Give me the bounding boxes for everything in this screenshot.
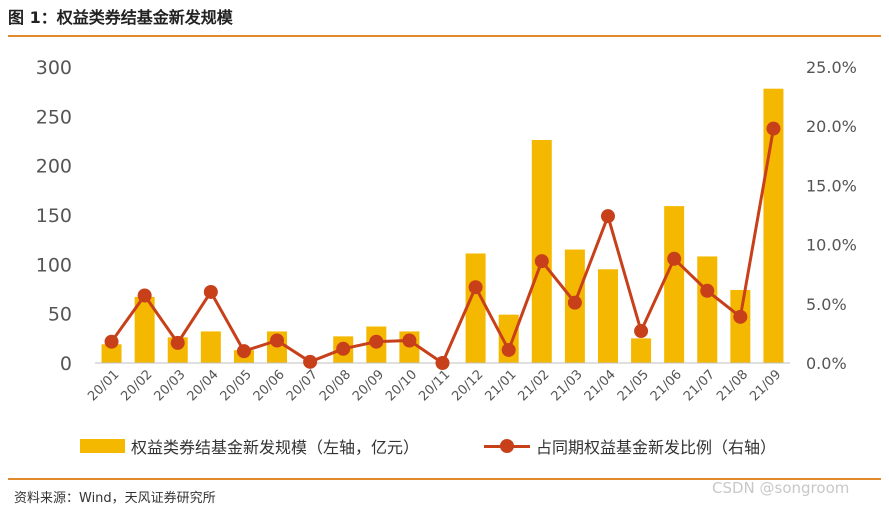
line-point <box>137 288 152 303</box>
legend-item-line: 占同期权益基金新发比例（右轴） <box>484 434 776 458</box>
x-axis-tick-label: 20/02 <box>118 367 155 404</box>
x-axis-tick-label: 20/12 <box>449 367 486 404</box>
line-point <box>733 309 748 324</box>
x-axis-tick-label: 21/08 <box>714 367 751 404</box>
line-point <box>534 254 549 269</box>
line-point <box>667 251 682 266</box>
bar <box>531 140 552 363</box>
line-point <box>700 283 715 298</box>
x-axis-tick-label: 20/09 <box>350 367 387 404</box>
x-axis-tick-label: 20/10 <box>383 367 420 404</box>
chart-plot: 0 50 100 150 200 250 300 0.0% 5.0% 10.0% 15.0% 20.0… <box>36 57 857 404</box>
bar <box>697 256 718 363</box>
x-axis-tick-label: 20/07 <box>284 367 321 404</box>
right-axis-tick-label: 0.0% <box>806 354 847 373</box>
left-axis-tick-label: 0 <box>60 353 72 375</box>
x-axis-tick-label: 20/05 <box>218 367 255 404</box>
line-point <box>369 334 384 349</box>
x-axis-tick-label: 20/03 <box>151 367 188 404</box>
line-point <box>303 354 318 369</box>
x-axis-tick-label: 21/02 <box>516 367 553 404</box>
legend-bar-swatch <box>80 439 125 453</box>
left-axis-tick-label: 50 <box>48 304 72 326</box>
line-point <box>236 344 251 359</box>
source-note: 资料来源：Wind，天风证券研究所 <box>14 491 216 506</box>
left-axis-tick-label: 150 <box>36 205 72 227</box>
x-axis-tick-label: 20/06 <box>251 367 288 404</box>
x-axis-tick-label: 21/03 <box>549 367 586 404</box>
x-axis-tick-label: 20/11 <box>416 367 453 404</box>
line-point <box>336 341 351 356</box>
left-axis-tick-label: 300 <box>36 57 72 79</box>
bar <box>465 253 486 363</box>
line-point <box>766 121 781 136</box>
watermark: CSDN @songroom <box>712 479 850 497</box>
x-axis-tick-label: 21/01 <box>482 367 519 404</box>
legend-line-swatch <box>484 438 530 454</box>
x-axis-tick-label: 21/04 <box>582 367 619 404</box>
footer-divider <box>8 478 881 480</box>
line-point <box>203 284 218 299</box>
x-axis-tick-label: 20/04 <box>185 367 222 404</box>
x-axis-tick-label: 21/05 <box>615 367 652 404</box>
line-point <box>634 324 649 339</box>
line-series <box>104 121 781 370</box>
bar <box>200 331 221 363</box>
title-divider <box>8 35 881 37</box>
right-axis-tick-label: 5.0% <box>806 295 847 314</box>
bar <box>597 269 618 363</box>
left-axis-tick-label: 250 <box>36 106 72 128</box>
line-point <box>435 356 450 370</box>
right-axis-tick-label: 20.0% <box>806 117 857 136</box>
legend-bar-label: 权益类券结基金新发规模（左轴，亿元） <box>131 438 420 457</box>
legend-line-label: 占同期权益基金新发比例（右轴） <box>536 438 777 457</box>
bar <box>730 289 751 363</box>
line-point <box>600 209 615 224</box>
bar <box>631 338 652 363</box>
x-axis-tick-label: 21/07 <box>681 367 718 404</box>
left-axis-tick-label: 100 <box>36 254 72 276</box>
x-axis-tick-label: 20/01 <box>85 367 122 404</box>
line-point <box>402 333 417 348</box>
right-axis-tick-label: 25.0% <box>806 58 857 77</box>
bar <box>664 206 685 363</box>
legend-item-bar: 权益类券结基金新发规模（左轴，亿元） <box>80 434 419 458</box>
line-point <box>104 334 119 349</box>
bar <box>134 296 155 363</box>
line-point <box>170 335 185 350</box>
x-axis-tick-label: 21/09 <box>747 367 784 404</box>
line-point <box>270 333 285 348</box>
x-axis-tick-label: 21/06 <box>648 367 685 404</box>
legend: 权益类券结基金新发规模（左轴，亿元） 占同期权益基金新发比例（右轴） <box>80 434 840 458</box>
line-point <box>567 295 582 310</box>
right-axis-tick-label: 15.0% <box>806 176 857 195</box>
line-point <box>501 342 516 357</box>
x-axis-tick-label: 20/08 <box>317 367 354 404</box>
left-axis-tick-label: 200 <box>36 156 72 178</box>
line-point <box>468 280 483 295</box>
figure-title: 图 1：权益类券结基金新发规模 <box>8 8 233 27</box>
bar-series <box>101 88 784 363</box>
right-axis-tick-label: 10.0% <box>806 236 857 255</box>
bar <box>101 344 122 363</box>
